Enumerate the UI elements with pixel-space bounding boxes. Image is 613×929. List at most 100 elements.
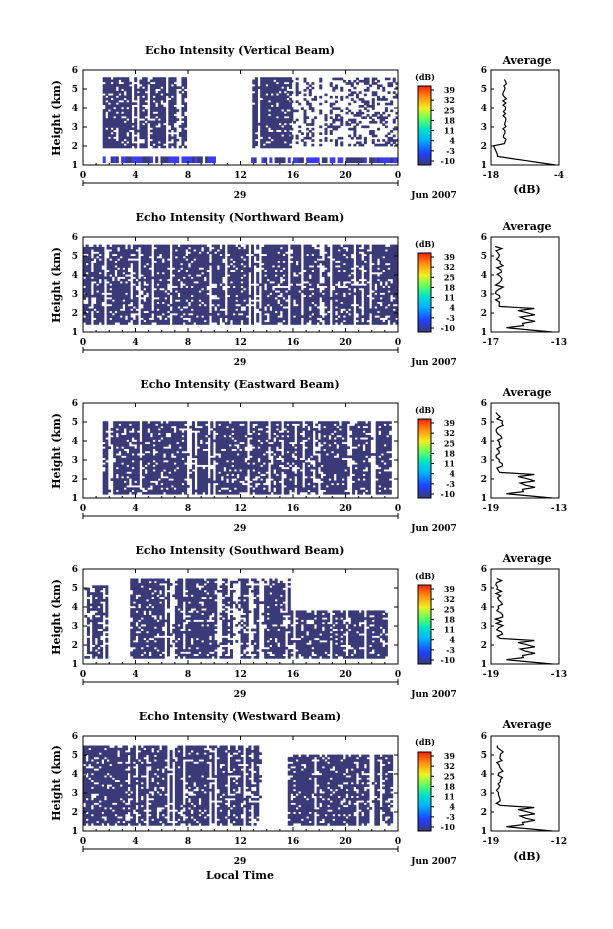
echo-cell xyxy=(96,319,100,323)
echo-cell xyxy=(260,100,264,103)
strong-echo-cell xyxy=(115,156,119,164)
echo-cell xyxy=(272,269,276,273)
echo-cell xyxy=(303,120,307,124)
echo-cell xyxy=(155,100,159,103)
echo-cell xyxy=(117,281,121,284)
echo-cell xyxy=(252,88,256,92)
strong-echo-cell xyxy=(392,157,396,164)
echo-cell xyxy=(327,299,331,302)
echo-cell xyxy=(113,118,117,121)
echo-cell xyxy=(164,287,168,291)
echo-cell xyxy=(121,441,125,445)
echo-cell xyxy=(256,287,260,291)
echo-cell xyxy=(122,294,126,298)
echo-cell xyxy=(168,88,172,92)
echo-cell xyxy=(105,475,109,479)
echo-cell xyxy=(269,294,273,298)
echo-cell xyxy=(105,491,109,495)
echo-cell xyxy=(337,290,341,293)
echo-cell xyxy=(198,244,202,248)
echo-cell xyxy=(161,269,165,273)
echo-cell xyxy=(289,97,293,101)
echo-cell xyxy=(332,276,336,280)
echo-cell xyxy=(222,256,226,259)
echo-cell xyxy=(185,281,189,284)
echo-cell xyxy=(173,100,177,103)
echo-cell xyxy=(152,93,156,96)
echo-cell xyxy=(134,466,138,470)
echo-cell xyxy=(306,102,310,106)
echo-cell xyxy=(290,322,294,325)
echo-cell xyxy=(163,106,167,110)
echo-cell xyxy=(140,283,144,287)
echo-cell xyxy=(173,93,177,96)
echo-cell xyxy=(113,84,117,87)
echo-cell xyxy=(272,303,276,307)
echo-cell xyxy=(170,113,174,117)
echo-cell xyxy=(306,116,310,120)
echo-cell xyxy=(96,269,100,273)
echo-cell xyxy=(332,310,336,314)
echo-cell xyxy=(295,276,299,280)
echo-cell xyxy=(319,79,323,83)
echo-cell xyxy=(143,308,147,312)
echo-cell xyxy=(153,294,157,298)
echo-cell xyxy=(382,303,386,307)
echo-cell xyxy=(214,262,218,266)
echo-cell xyxy=(366,301,370,305)
echo-cell xyxy=(188,290,192,293)
echo-cell xyxy=(243,269,247,273)
echo-cell xyxy=(148,278,152,282)
echo-cell xyxy=(350,244,354,248)
echo-cell xyxy=(387,276,391,280)
echo-cell xyxy=(126,93,130,96)
echo-cell xyxy=(121,428,125,431)
echo-cell xyxy=(303,143,307,147)
echo-cell xyxy=(109,322,113,325)
strong-echo-cell xyxy=(197,156,201,164)
echo-cell xyxy=(130,251,134,255)
echo-cell xyxy=(142,145,146,149)
echo-cell xyxy=(285,281,289,284)
echo-cell xyxy=(203,294,207,298)
echo-cell xyxy=(114,319,118,323)
echo-cell xyxy=(363,274,367,277)
echo-cell xyxy=(324,130,328,133)
echo-cell xyxy=(377,313,381,316)
echo-cell xyxy=(181,127,185,131)
echo-cell xyxy=(126,109,130,112)
echo-cell xyxy=(232,301,236,305)
echo-cell xyxy=(314,306,318,309)
echo-cell xyxy=(178,145,182,149)
echo-cell xyxy=(134,455,138,459)
echo-cell xyxy=(88,317,92,321)
echo-cell xyxy=(272,308,276,312)
echo-cell xyxy=(324,274,328,277)
echo-cell xyxy=(201,258,205,261)
echo-cell xyxy=(168,100,172,103)
echo-cell xyxy=(237,278,241,282)
echo-cell xyxy=(105,462,109,465)
echo-cell xyxy=(316,281,320,284)
echo-cell xyxy=(127,285,131,289)
echo-cell xyxy=(303,315,307,318)
echo-cell xyxy=(230,267,234,271)
echo-cell xyxy=(363,267,367,271)
echo-cell xyxy=(102,134,106,137)
echo-cell xyxy=(159,308,163,312)
echo-cell xyxy=(172,306,176,309)
echo-cell xyxy=(275,77,279,80)
echo-cell xyxy=(283,86,287,90)
echo-cell xyxy=(265,109,269,112)
echo-cell xyxy=(316,260,320,264)
echo-cell xyxy=(203,317,207,321)
echo-cell xyxy=(363,93,367,97)
echo-cell xyxy=(83,308,87,312)
echo-cell xyxy=(115,450,119,454)
echo-cell xyxy=(345,308,349,312)
echo-cell xyxy=(211,274,215,277)
echo-cell xyxy=(353,132,357,135)
y-axis-label: Height (km) xyxy=(50,247,63,323)
echo-cell xyxy=(377,127,381,131)
